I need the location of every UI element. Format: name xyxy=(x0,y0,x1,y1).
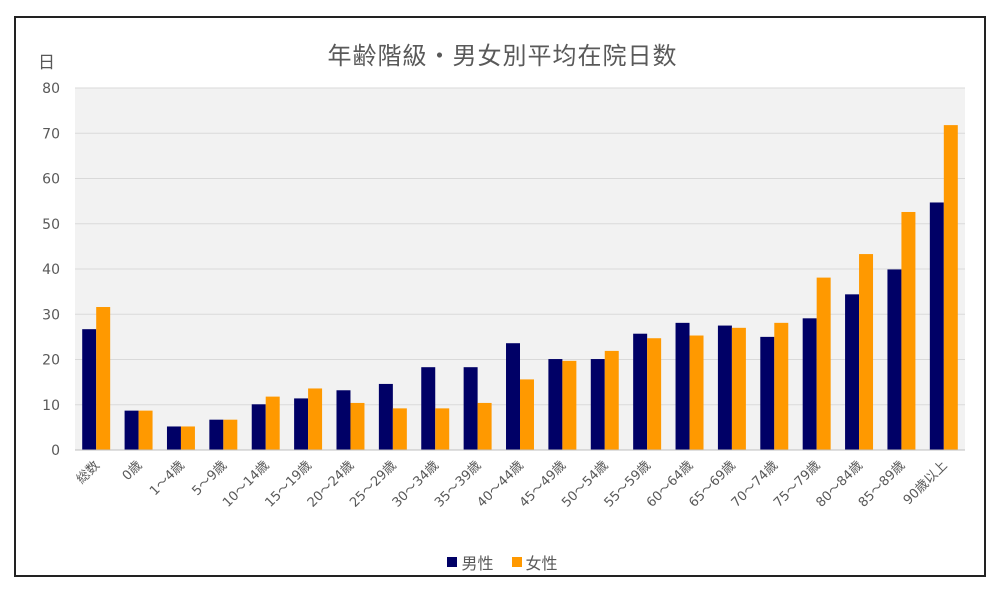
bar-female xyxy=(477,402,492,450)
bar-male xyxy=(675,322,690,450)
legend-swatch-male xyxy=(447,557,458,567)
y-axis-unit-label: 日 xyxy=(38,53,55,73)
y-tick-label: 30 xyxy=(42,307,60,323)
legend-label-male: 男性 xyxy=(461,554,494,573)
bar-female xyxy=(859,254,874,450)
bar-female xyxy=(180,426,195,450)
chart-title: 年齢階級・男女別平均在院日数 xyxy=(327,42,678,70)
y-tick-label: 50 xyxy=(42,217,60,233)
x-tick-label: 0歳 xyxy=(120,458,146,484)
bar-female xyxy=(350,402,365,450)
bar-female xyxy=(392,408,407,450)
legend-item-female: 女性 xyxy=(511,550,558,574)
bar-male xyxy=(760,336,775,450)
bar-female xyxy=(223,419,238,450)
bar-male xyxy=(378,383,393,450)
bar-male xyxy=(506,343,520,450)
bar-male xyxy=(421,367,436,450)
x-tick-label: 5～9歳 xyxy=(189,458,230,499)
bar-female xyxy=(96,307,111,450)
bar-male xyxy=(463,367,478,450)
bar-female xyxy=(901,211,916,450)
bar-female xyxy=(562,360,577,450)
y-tick-label: 60 xyxy=(42,172,60,188)
legend-label-female: 女性 xyxy=(525,554,558,573)
y-tick-label: 10 xyxy=(42,398,60,414)
bar-female xyxy=(647,338,662,450)
y-tick-label: 40 xyxy=(42,262,60,278)
bar-male xyxy=(124,410,139,450)
bar-female xyxy=(774,322,789,450)
bar-female xyxy=(816,277,831,450)
bar-male xyxy=(633,333,648,450)
legend-item-male: 男性 xyxy=(447,550,494,574)
bar-female xyxy=(435,408,450,450)
bar-female xyxy=(308,388,323,450)
y-tick-label: 70 xyxy=(42,126,60,142)
x-tick-label: 90歳以上 xyxy=(901,458,951,508)
bar-male xyxy=(845,294,860,450)
y-tick-label: 20 xyxy=(42,353,60,369)
bar-male xyxy=(929,202,944,450)
bar-male xyxy=(336,390,351,450)
bar-female xyxy=(138,410,153,450)
bar-male xyxy=(209,419,224,450)
bar-male xyxy=(887,269,902,450)
bar-male xyxy=(590,359,605,450)
x-tick-label: 85～89歳 xyxy=(856,458,908,510)
y-tick-label: 0 xyxy=(51,443,60,459)
bar-female xyxy=(689,335,704,450)
bar-male xyxy=(251,404,266,450)
bar-male xyxy=(294,398,309,450)
bar-male xyxy=(82,329,97,450)
x-tick-label: 総数 xyxy=(74,458,103,487)
x-tick-label: 1～4歳 xyxy=(147,458,188,499)
bar-female xyxy=(943,125,958,450)
bar-male xyxy=(802,318,817,450)
bar-male xyxy=(548,359,563,450)
bar-female xyxy=(731,327,746,450)
y-tick-label: 80 xyxy=(42,81,60,97)
bar-male xyxy=(166,426,181,450)
legend-swatch-female xyxy=(511,557,522,567)
bar-female xyxy=(520,379,534,450)
legend: 男性 女性 xyxy=(0,550,1005,574)
bar-female xyxy=(265,396,280,450)
bar-female xyxy=(604,350,619,450)
bar-male xyxy=(717,325,732,450)
